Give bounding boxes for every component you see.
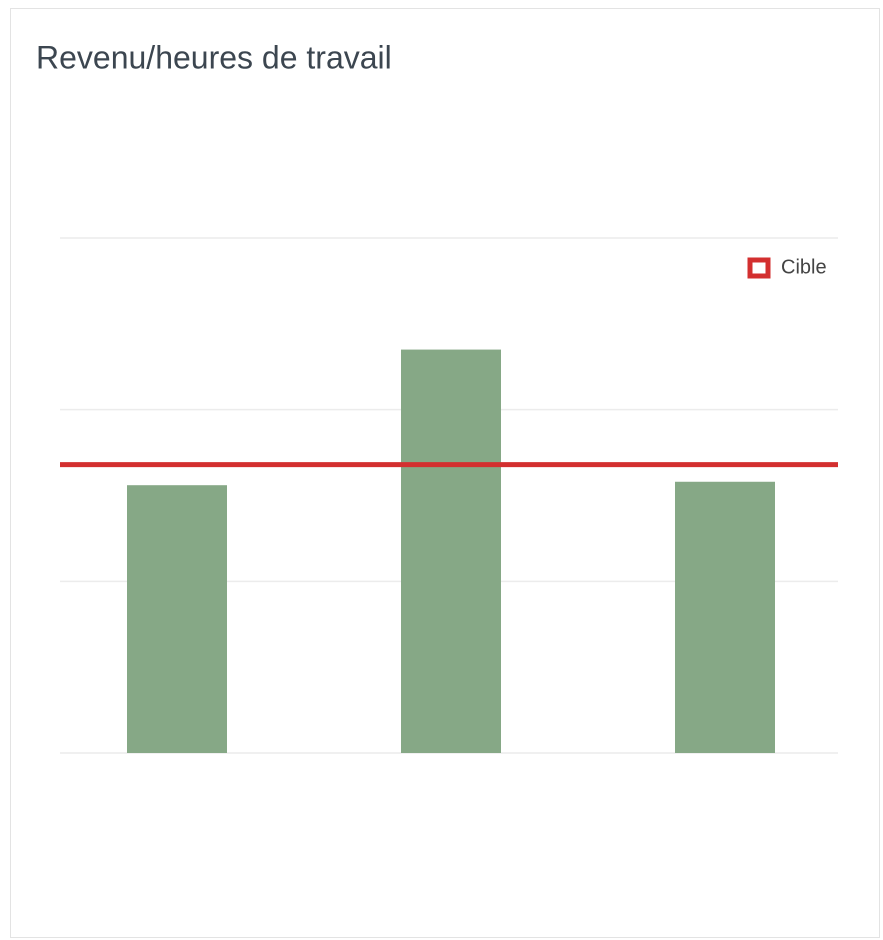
bar: [401, 349, 501, 753]
legend-label: Cible: [781, 256, 827, 278]
bar: [675, 481, 775, 753]
chart-title: Revenu/heures de travail: [36, 39, 392, 75]
legend-swatch: [747, 257, 771, 279]
bar: [127, 485, 227, 753]
